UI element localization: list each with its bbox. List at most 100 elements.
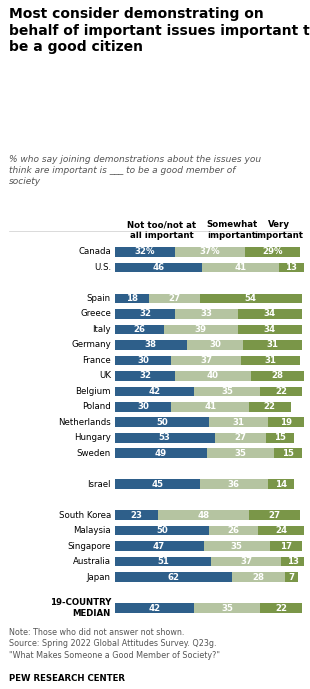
Text: 23: 23 xyxy=(131,511,143,520)
Bar xyxy=(149,294,200,303)
Text: Japan: Japan xyxy=(87,573,111,582)
Bar xyxy=(115,511,158,520)
Text: Belgium: Belgium xyxy=(75,387,111,395)
Text: 50: 50 xyxy=(156,526,168,535)
Text: 15: 15 xyxy=(274,433,286,442)
Bar xyxy=(238,325,302,334)
Bar xyxy=(281,557,306,566)
Bar xyxy=(115,418,209,427)
Text: 47: 47 xyxy=(153,542,165,551)
Text: 13: 13 xyxy=(286,263,298,272)
Text: 26: 26 xyxy=(228,526,240,535)
Bar xyxy=(268,418,304,427)
Bar xyxy=(215,433,266,442)
Text: 27: 27 xyxy=(268,511,281,520)
Text: PEW RESEARCH CENTER: PEW RESEARCH CENTER xyxy=(9,674,125,683)
Text: Greece: Greece xyxy=(80,309,111,318)
Bar xyxy=(204,542,270,551)
Text: 30: 30 xyxy=(137,402,149,411)
Text: 35: 35 xyxy=(221,387,233,395)
Bar xyxy=(202,263,279,272)
Text: 35: 35 xyxy=(221,604,233,613)
Bar xyxy=(115,371,175,380)
Bar xyxy=(175,309,238,319)
Bar xyxy=(209,526,259,535)
Bar xyxy=(187,340,243,350)
Text: 40: 40 xyxy=(207,371,219,380)
Text: Australia: Australia xyxy=(73,557,111,566)
Text: 37: 37 xyxy=(240,557,252,566)
Text: 17: 17 xyxy=(280,542,292,551)
Bar xyxy=(115,325,164,334)
Text: 22: 22 xyxy=(264,402,276,411)
Text: 28: 28 xyxy=(271,371,283,380)
Text: Singapore: Singapore xyxy=(67,542,111,551)
Text: 46: 46 xyxy=(152,263,164,272)
Bar xyxy=(194,387,260,396)
Text: UK: UK xyxy=(99,371,111,380)
Text: Somewhat
important: Somewhat important xyxy=(206,220,258,240)
Text: 7: 7 xyxy=(288,573,294,582)
Text: 39: 39 xyxy=(195,325,207,334)
Text: Sweden: Sweden xyxy=(77,449,111,457)
Text: 42: 42 xyxy=(148,604,161,613)
Bar xyxy=(158,511,249,520)
Bar xyxy=(259,526,304,535)
Text: 22: 22 xyxy=(275,604,287,613)
Text: 27: 27 xyxy=(234,433,246,442)
Bar xyxy=(200,294,302,303)
Text: 54: 54 xyxy=(245,294,257,303)
Text: 50: 50 xyxy=(156,418,168,426)
Text: 38: 38 xyxy=(145,340,157,349)
Text: 42: 42 xyxy=(148,387,161,395)
Bar xyxy=(249,402,290,411)
Bar xyxy=(115,604,194,613)
Text: France: France xyxy=(82,356,111,365)
Bar xyxy=(232,573,285,582)
Bar xyxy=(115,309,175,319)
Bar xyxy=(245,247,300,257)
Text: 15: 15 xyxy=(282,449,294,457)
Text: 35: 35 xyxy=(231,542,243,551)
Text: 22: 22 xyxy=(275,387,287,395)
Bar xyxy=(115,557,211,566)
Bar xyxy=(115,542,204,551)
Bar xyxy=(115,526,209,535)
Text: Most consider demonstrating on
behalf of important issues important to
be a good: Most consider demonstrating on behalf of… xyxy=(9,7,310,54)
Text: Poland: Poland xyxy=(82,402,111,411)
Text: 19-COUNTRY
MEDIAN: 19-COUNTRY MEDIAN xyxy=(50,598,111,618)
Text: 28: 28 xyxy=(252,573,264,582)
Bar xyxy=(115,294,149,303)
Bar xyxy=(115,402,171,411)
Text: % who say joining demonstrations about the issues you
think are important is ___: % who say joining demonstrations about t… xyxy=(9,155,261,186)
Text: 32: 32 xyxy=(139,309,151,318)
Text: 26: 26 xyxy=(133,325,145,334)
Text: Israel: Israel xyxy=(87,480,111,489)
Bar xyxy=(285,573,298,582)
Bar xyxy=(273,449,302,458)
Text: 48: 48 xyxy=(197,511,210,520)
Text: 30: 30 xyxy=(209,340,221,349)
Bar xyxy=(238,309,302,319)
Bar xyxy=(115,449,207,458)
Text: 37: 37 xyxy=(200,356,212,365)
Bar xyxy=(115,480,200,489)
Text: 62: 62 xyxy=(167,573,179,582)
Bar xyxy=(243,340,302,350)
Bar xyxy=(209,418,268,427)
Bar xyxy=(260,387,302,396)
Bar xyxy=(211,557,281,566)
Text: Hungary: Hungary xyxy=(74,433,111,442)
Text: 31: 31 xyxy=(265,356,277,365)
Text: 32%: 32% xyxy=(135,247,155,256)
Text: 34: 34 xyxy=(264,309,276,318)
Bar xyxy=(251,371,304,380)
Bar xyxy=(175,371,251,380)
Bar xyxy=(115,573,232,582)
Text: 33: 33 xyxy=(200,309,212,318)
Text: 41: 41 xyxy=(234,263,246,272)
Bar xyxy=(268,480,294,489)
Bar xyxy=(115,263,202,272)
Text: 27: 27 xyxy=(168,294,180,303)
Text: 35: 35 xyxy=(234,449,246,457)
